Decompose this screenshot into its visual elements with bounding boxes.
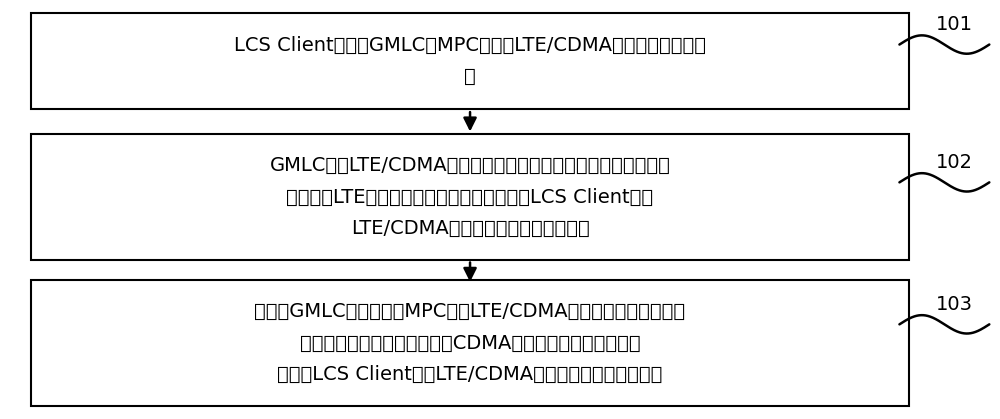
Text: 102: 102 bbox=[936, 153, 973, 172]
FancyBboxPatch shape bbox=[31, 280, 909, 406]
FancyBboxPatch shape bbox=[31, 134, 909, 260]
Text: 务路由信息发起基于用户面的CDMA定位流程，并在定位成功: 务路由信息发起基于用户面的CDMA定位流程，并在定位成功 bbox=[300, 334, 640, 353]
Text: 响应于GMLC定位失败，MPC基于LTE/CDMA双模终端的第二定位业: 响应于GMLC定位失败，MPC基于LTE/CDMA双模终端的第二定位业 bbox=[254, 303, 686, 321]
Text: GMLC基于LTE/CDMA双模终端的第一定位业务路由信息发起基于: GMLC基于LTE/CDMA双模终端的第一定位业务路由信息发起基于 bbox=[270, 156, 670, 175]
Text: LTE/CDMA双模终端的定位结果消息。: LTE/CDMA双模终端的定位结果消息。 bbox=[351, 219, 589, 238]
Text: 控制面的LTE定位流程，并在定位成功时，向LCS Client返回: 控制面的LTE定位流程，并在定位成功时，向LCS Client返回 bbox=[286, 187, 654, 207]
Text: 时，向LCS Client返回LTE/CDMA双模终端的定位结果消息: 时，向LCS Client返回LTE/CDMA双模终端的定位结果消息 bbox=[277, 365, 663, 384]
Text: LCS Client分别向GMLC与MPC发起对LTE/CDMA双模终端的定位请: LCS Client分别向GMLC与MPC发起对LTE/CDMA双模终端的定位请 bbox=[234, 36, 706, 55]
Text: 101: 101 bbox=[936, 16, 973, 34]
FancyBboxPatch shape bbox=[31, 13, 909, 109]
Text: 求: 求 bbox=[464, 67, 476, 86]
Text: 103: 103 bbox=[936, 295, 973, 314]
